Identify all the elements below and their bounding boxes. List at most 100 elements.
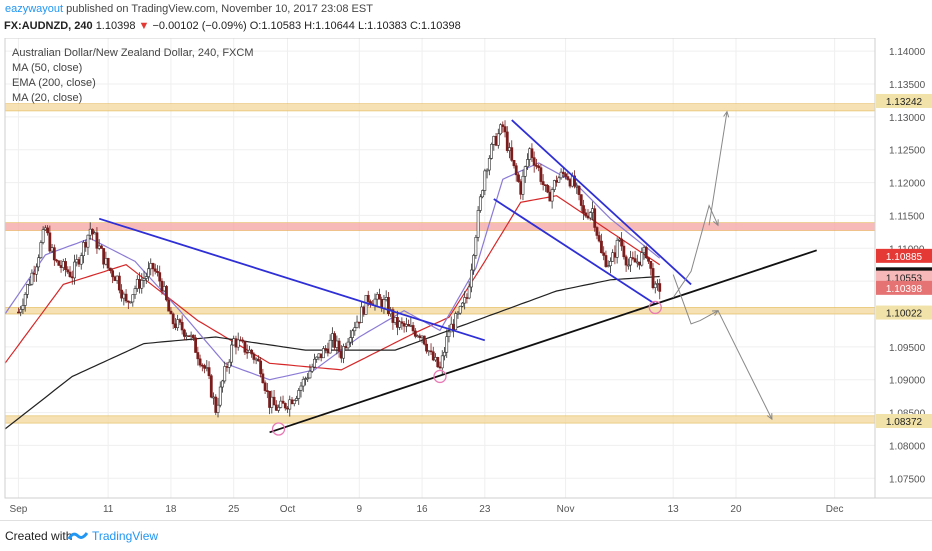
candle-body (658, 283, 662, 292)
candle-body (91, 228, 94, 235)
candle-body (348, 337, 352, 343)
projection-arrowhead (723, 110, 730, 118)
candle-body (274, 404, 278, 411)
tradingview-brand-label: TradingView (92, 529, 159, 543)
candle-body (286, 407, 289, 410)
tradingview-brand[interactable]: TradingView (68, 527, 158, 545)
price-axis[interactable]: 1.075001.080001.085001.090001.095001.100… (876, 47, 932, 485)
candle-body (209, 375, 213, 398)
candle-body (539, 167, 543, 182)
price-tick-label: 1.13500 (889, 80, 926, 91)
candle-body (41, 229, 45, 243)
candle-body (122, 293, 126, 299)
candle-body (129, 301, 132, 304)
candle-body (265, 390, 269, 392)
moving-average-layer (4, 162, 661, 430)
support-resistance-zone (4, 103, 876, 112)
time-tick-label: 16 (416, 504, 428, 515)
low-value: L:1.10383 (357, 20, 407, 32)
candle-body (378, 294, 381, 300)
candle-body (200, 364, 204, 367)
candle-body (510, 147, 514, 161)
candle-body (124, 293, 128, 302)
created-with-label: Created with (5, 529, 73, 543)
candle-layer (17, 120, 662, 418)
candle-body (445, 336, 449, 353)
candle-body (351, 330, 354, 338)
candle-body (30, 272, 34, 285)
candle-body (113, 276, 117, 281)
time-axis[interactable]: Sep 11 18 25 Oct 9 16 23 Nov 13 20 Dec (10, 504, 844, 515)
price-label-background (876, 413, 932, 428)
candle-body (153, 268, 157, 272)
candle-body (178, 319, 182, 323)
candle-body (353, 327, 357, 332)
time-tick-label: 25 (228, 504, 240, 515)
candle-body (519, 181, 523, 195)
candle-body (505, 131, 509, 151)
candle-body (158, 272, 162, 282)
marker-layer (271, 300, 662, 436)
projection-path (672, 204, 719, 298)
candle-body (526, 159, 529, 167)
candle-body (575, 185, 579, 188)
support-resistance-zone (4, 307, 876, 315)
candle-body (490, 144, 493, 159)
candle-body (595, 227, 599, 236)
candle-body (335, 340, 339, 348)
candle-body (461, 302, 464, 307)
candle-body (59, 265, 63, 268)
candle-body (550, 189, 554, 202)
candle-body (552, 180, 556, 190)
candle-body (514, 165, 518, 176)
author-link[interactable]: eazywayout (5, 3, 64, 15)
candle-body (28, 283, 32, 286)
candle-body (156, 271, 159, 273)
candle-body (564, 173, 567, 177)
time-tick-label: 9 (356, 504, 362, 515)
candle-body (588, 212, 592, 219)
candle-body (19, 309, 23, 313)
price-tick-label: 1.09000 (889, 376, 926, 387)
candle-body (216, 404, 220, 413)
candle-body (481, 190, 485, 198)
candle-body (169, 310, 173, 315)
candle-body (346, 341, 350, 349)
candle-body (456, 312, 460, 315)
candle-body (559, 171, 563, 179)
candle-body (55, 259, 58, 262)
candle-body (64, 261, 67, 271)
candle-body (640, 252, 644, 266)
candle-body (194, 337, 197, 353)
candle-body (66, 269, 70, 273)
support-resistance-zone (4, 415, 876, 424)
price-label-text: 1.10885 (886, 252, 923, 263)
candle-body (70, 276, 74, 279)
candle-body (241, 339, 245, 342)
candle-body (290, 399, 294, 405)
time-tick-label: 20 (730, 504, 742, 515)
candle-body (404, 324, 408, 327)
candle-body (82, 242, 85, 256)
candle-body (261, 373, 265, 384)
candle-body (400, 321, 404, 324)
candle-body (600, 240, 603, 254)
candle-body (149, 263, 153, 270)
candle-body (651, 268, 655, 288)
candle-body (543, 184, 547, 186)
candle-body (93, 232, 97, 235)
candle-body (629, 257, 632, 266)
candle-body (422, 335, 426, 345)
price-chart[interactable]: 1.075001.080001.085001.090001.095001.100… (0, 38, 932, 520)
candle-body (411, 325, 415, 332)
candle-body (528, 148, 532, 160)
candle-body (606, 265, 610, 268)
candle-body (322, 348, 325, 359)
candle-body (196, 352, 200, 360)
time-tick-label: Sep (10, 504, 28, 515)
candle-body (95, 232, 99, 249)
candle-body (317, 353, 321, 358)
candle-body (207, 367, 211, 377)
candle-body (443, 351, 446, 357)
candle-body (584, 212, 588, 217)
